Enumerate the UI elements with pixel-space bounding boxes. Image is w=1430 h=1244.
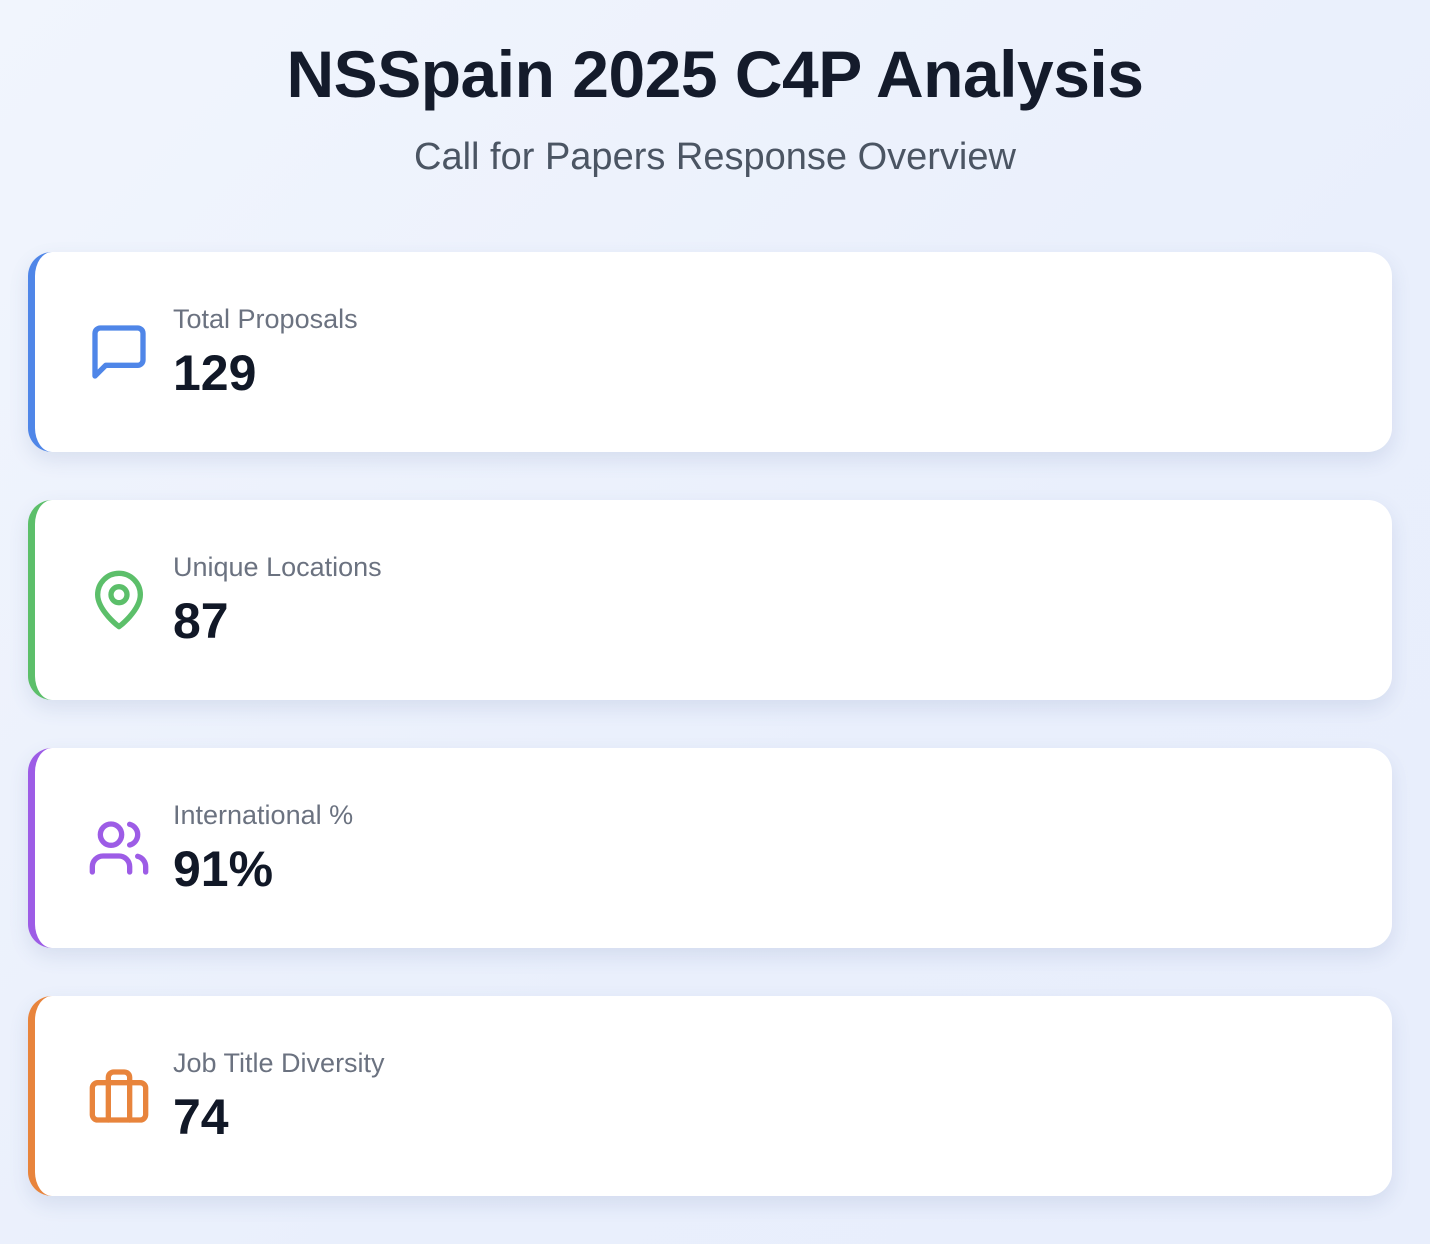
stat-card: Job Title Diversity 74	[28, 996, 1392, 1196]
stat-card: Unique Locations 87	[28, 500, 1392, 700]
stat-value: 91%	[173, 841, 274, 897]
stat-value: 129	[173, 345, 257, 401]
stat-value: 74	[173, 1089, 229, 1145]
page-subtitle: Call for Papers Response Overview	[414, 136, 1016, 178]
page-title: NSSpain 2025 C4P Analysis	[286, 37, 1144, 111]
message-icon	[92, 325, 146, 379]
stat-value: 87	[173, 593, 229, 649]
briefcase-icon	[89, 1069, 149, 1123]
stat-card: Total Proposals 129	[28, 252, 1392, 452]
stat-label: International %	[173, 800, 354, 830]
users-icon	[89, 821, 149, 875]
location-icon	[95, 570, 143, 630]
stat-card: International % 91%	[28, 748, 1392, 948]
stat-label: Unique Locations	[173, 552, 382, 582]
stat-label: Job Title Diversity	[173, 1048, 385, 1078]
stat-label: Total Proposals	[173, 304, 358, 334]
